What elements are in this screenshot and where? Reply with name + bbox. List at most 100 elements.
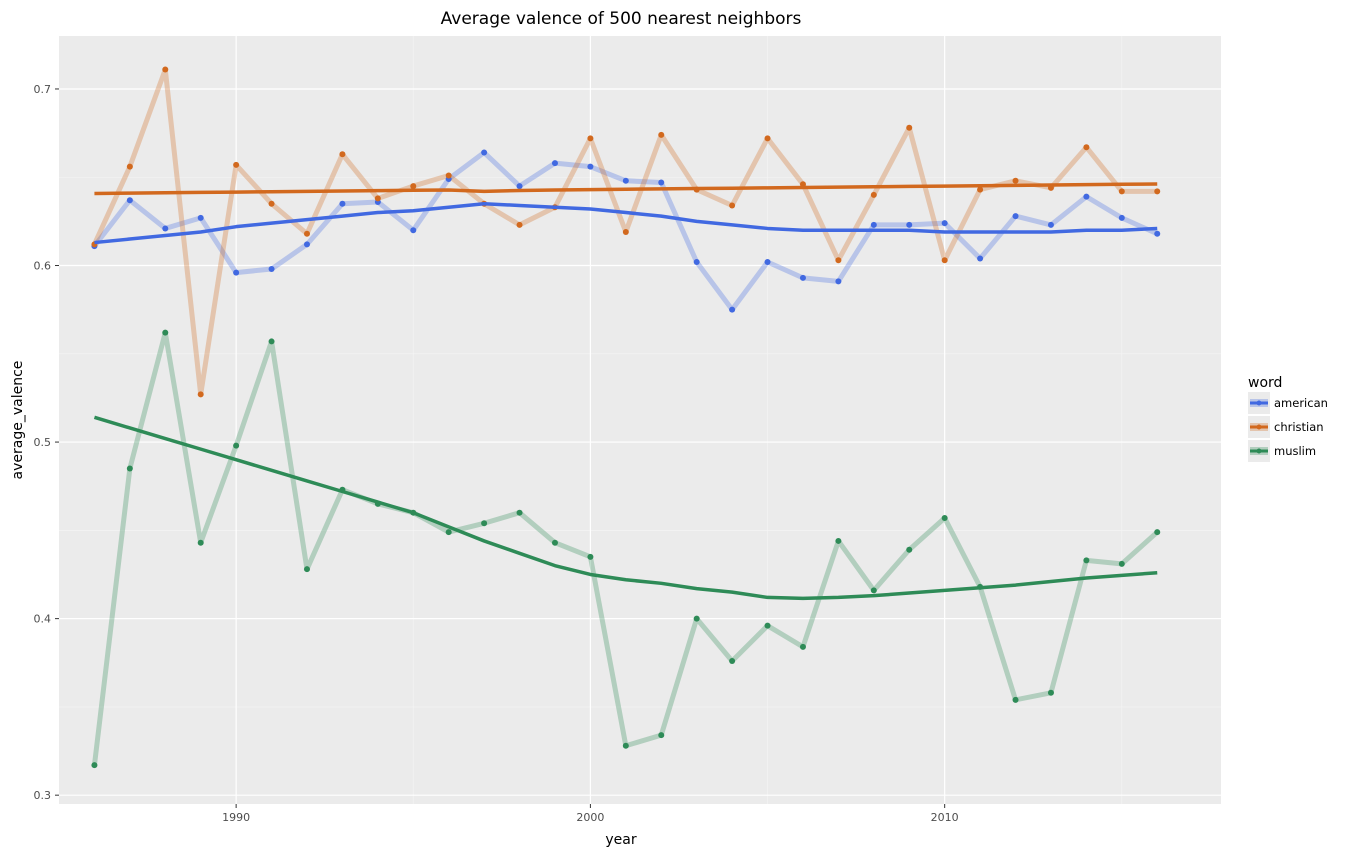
data-point-american <box>870 221 877 228</box>
data-point-christian <box>516 221 523 228</box>
chart-title: Average valence of 500 nearest neighbors <box>441 9 802 29</box>
data-point-christian <box>162 66 169 73</box>
data-point-muslim <box>516 509 523 516</box>
data-point-muslim <box>658 732 665 739</box>
data-point-christian <box>197 391 204 398</box>
data-point-christian <box>339 151 346 158</box>
y-tick-label: 0.3 <box>34 789 52 802</box>
legend-title: word <box>1248 375 1282 391</box>
data-point-american <box>941 220 948 227</box>
series-smooth-lines <box>93 182 1158 601</box>
legend-label-muslim: muslim <box>1274 444 1316 458</box>
data-point-christian <box>445 172 452 179</box>
data-point-christian <box>126 163 133 170</box>
legend: word american christian muslim <box>1248 375 1328 462</box>
data-point-muslim <box>835 537 842 544</box>
data-point-american <box>729 306 736 313</box>
trend-line-muslim <box>93 415 1158 601</box>
data-point-american <box>587 163 594 170</box>
x-tick-label: 2000 <box>576 811 604 824</box>
data-point-american <box>658 179 665 186</box>
data-point-christian <box>835 257 842 264</box>
data-point-christian <box>303 230 310 237</box>
data-point-muslim <box>764 622 771 629</box>
y-tick-label: 0.6 <box>34 260 52 273</box>
data-point-christian <box>658 131 665 138</box>
data-point-muslim <box>693 615 700 622</box>
data-point-muslim <box>268 338 275 345</box>
data-point-muslim <box>481 520 488 527</box>
data-point-american <box>516 183 523 190</box>
data-point-american <box>126 197 133 204</box>
data-point-american <box>551 160 558 167</box>
x-tick-label: 2010 <box>931 811 959 824</box>
data-point-muslim <box>445 529 452 536</box>
data-point-christian <box>268 200 275 207</box>
legend-point-muslim <box>1256 448 1262 454</box>
data-point-muslim <box>197 539 204 546</box>
data-point-american <box>693 258 700 265</box>
data-point-christian <box>870 191 877 198</box>
y-tick-label: 0.5 <box>34 436 52 449</box>
data-point-christian <box>1083 144 1090 151</box>
data-point-muslim <box>162 329 169 336</box>
data-point-american <box>622 177 629 184</box>
data-point-american <box>764 258 771 265</box>
data-point-american <box>339 200 346 207</box>
data-point-muslim <box>1154 529 1161 536</box>
data-point-muslim <box>233 442 240 449</box>
data-point-american <box>233 269 240 276</box>
data-point-muslim <box>1047 689 1054 696</box>
data-point-muslim <box>126 465 133 472</box>
y-tick-label: 0.4 <box>34 613 52 626</box>
data-point-muslim <box>906 546 913 553</box>
data-point-muslim <box>870 587 877 594</box>
data-point-muslim <box>303 566 310 573</box>
data-point-american <box>410 227 417 234</box>
legend-items: american christian muslim <box>1248 392 1328 462</box>
data-point-christian <box>622 228 629 235</box>
data-point-christian <box>233 161 240 168</box>
data-point-christian <box>729 202 736 209</box>
data-point-american <box>268 266 275 273</box>
legend-label-christian: christian <box>1274 420 1324 434</box>
data-point-american <box>197 214 204 221</box>
data-point-american <box>1083 193 1090 200</box>
data-point-christian <box>1154 188 1161 195</box>
data-point-christian <box>1118 188 1125 195</box>
data-point-christian <box>410 183 417 190</box>
data-point-christian <box>1012 177 1019 184</box>
data-point-muslim <box>729 657 736 664</box>
data-point-american <box>977 255 984 262</box>
data-point-american <box>835 278 842 285</box>
data-point-american <box>1118 214 1125 221</box>
data-point-american <box>1154 230 1161 237</box>
data-point-muslim <box>587 553 594 560</box>
data-point-muslim <box>1118 560 1125 567</box>
y-axis-label: average_valence <box>10 361 26 480</box>
data-point-christian <box>374 195 381 202</box>
data-point-muslim <box>622 742 629 749</box>
data-point-muslim <box>799 643 806 650</box>
data-point-muslim <box>941 514 948 521</box>
y-tick-label: 0.7 <box>34 83 52 96</box>
trend-line-christian <box>94 182 1158 196</box>
legend-point-christian <box>1256 424 1262 430</box>
data-point-american <box>162 225 169 232</box>
x-axis-label: year <box>605 832 636 848</box>
x-tick-label: 1990 <box>222 811 250 824</box>
data-point-american <box>799 274 806 281</box>
data-point-american <box>1012 213 1019 220</box>
data-point-christian <box>906 124 913 131</box>
data-point-christian <box>764 135 771 142</box>
y-axis-ticks: 0.3 0.4 0.5 0.6 0.7 <box>34 83 59 802</box>
data-point-christian <box>977 186 984 193</box>
data-point-christian <box>941 257 948 264</box>
data-point-american <box>303 241 310 248</box>
data-point-american <box>481 149 488 156</box>
legend-label-american: american <box>1274 396 1328 410</box>
data-point-muslim <box>1012 696 1019 703</box>
legend-point-american <box>1256 400 1262 406</box>
data-point-muslim <box>551 539 558 546</box>
